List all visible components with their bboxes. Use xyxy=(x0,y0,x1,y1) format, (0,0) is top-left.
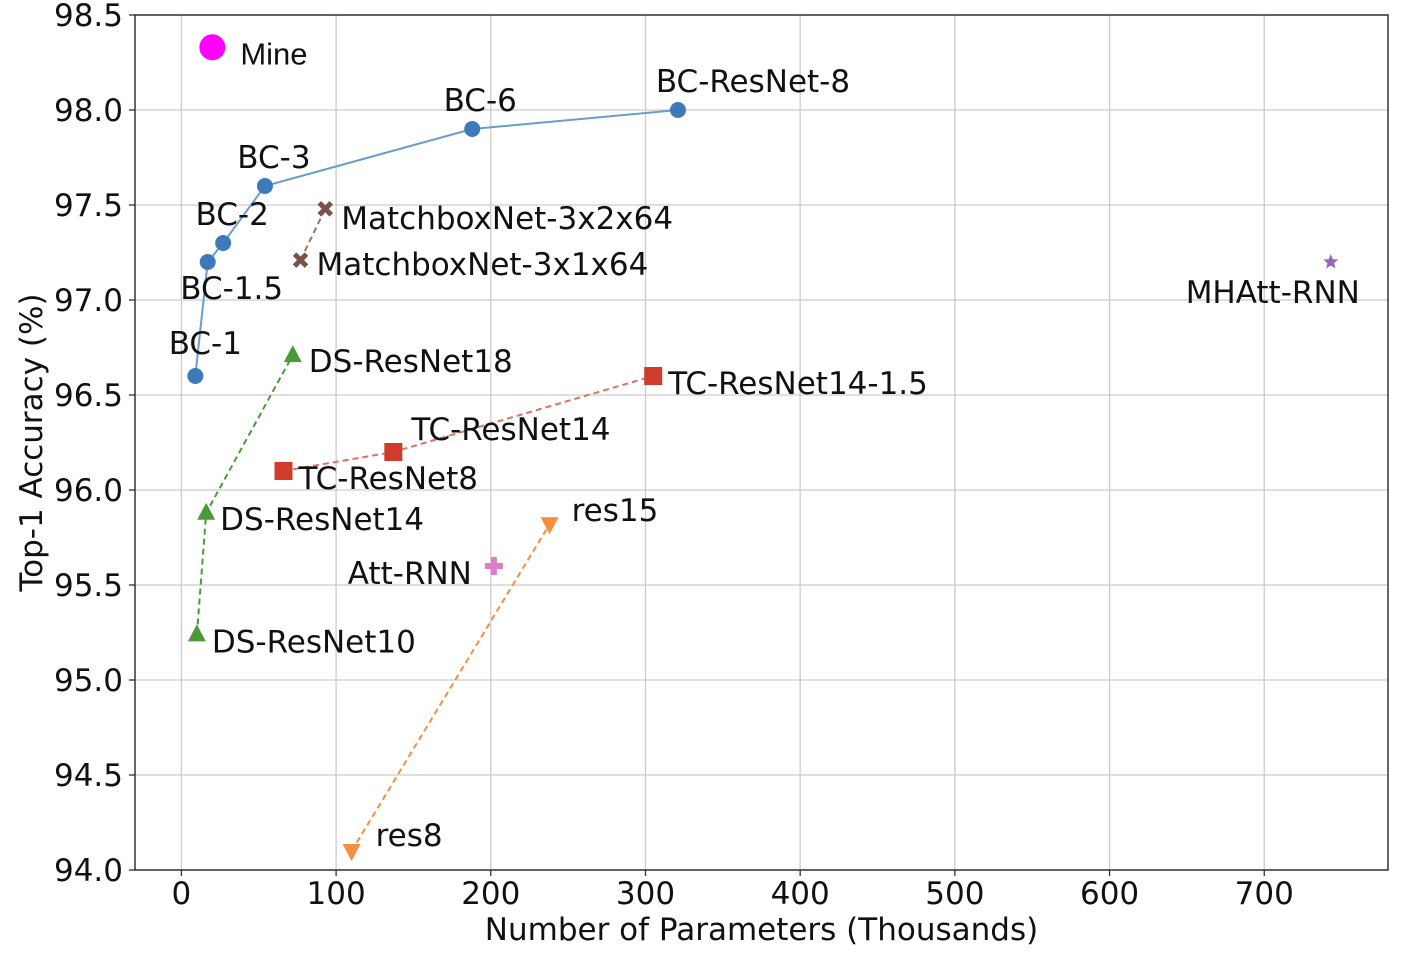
marker-mhatt-rnn xyxy=(1323,254,1339,269)
x-tick-label: 500 xyxy=(925,876,984,912)
point-label-ds-resnet14: DS-ResNet14 xyxy=(220,502,424,538)
point-label-matchboxnet-3x2x64: MatchboxNet-3x2x64 xyxy=(341,201,673,237)
point-labels-layer: BC-1 BC-1.5 BC-2 BC-3 BC-6 BC-ResNet-8 Matchbo… xyxy=(169,36,1360,854)
grid-layer xyxy=(135,14,1388,871)
y-tick-label: 95.5 xyxy=(54,568,123,604)
marker-ds-resnet14 xyxy=(197,502,216,520)
markers-layer xyxy=(187,34,1339,861)
point-label-bc-2: BC-2 xyxy=(196,197,269,233)
series-line-ds xyxy=(195,354,294,635)
x-axis-title: Number of Parameters (Thousands) xyxy=(485,912,1038,948)
y-tick-label: 98.5 xyxy=(54,0,123,34)
marker-res8 xyxy=(342,844,361,861)
marker-bc-3 xyxy=(256,178,273,194)
point-label-bc-6: BC-6 xyxy=(444,83,517,119)
point-label-tc-resnet14: TC-ResNet14 xyxy=(410,412,610,448)
plot-frame xyxy=(134,14,1389,871)
x-tick-label: 700 xyxy=(1235,876,1294,912)
x-tick-label: 200 xyxy=(461,876,520,912)
marker-res15 xyxy=(540,517,559,535)
y-tick-label: 97.0 xyxy=(54,283,123,319)
point-label-bc-3: BC-3 xyxy=(237,140,310,176)
point-label-matchboxnet-3x1x64: MatchboxNet-3x1x64 xyxy=(317,247,649,283)
y-tick-label: 98.0 xyxy=(54,93,123,129)
marker-mine xyxy=(199,34,226,61)
y-tick-label: 95.0 xyxy=(54,663,123,699)
x-tick-label: 400 xyxy=(771,876,830,912)
y-tick-label: 96.0 xyxy=(54,473,123,509)
point-label-res8: res8 xyxy=(376,818,443,854)
y-tick-labels: 94.0 94.5 95.0 95.5 96.0 96.5 97.0 97.5 98.0 98.5 xyxy=(54,0,135,889)
y-axis-title: Top-1 Accuracy (%) xyxy=(14,293,50,592)
y-tick-label: 94.5 xyxy=(54,758,123,794)
point-label-bc-1: BC-1 xyxy=(169,326,242,362)
marker-bc-1-5 xyxy=(199,254,216,270)
x-tick-labels: 0 100 200 300 400 500 600 700 xyxy=(172,870,1294,912)
marker-tc-resnet14 xyxy=(384,443,403,461)
x-tick-label: 100 xyxy=(307,876,366,912)
series-line-res xyxy=(350,523,551,852)
point-label-mine: Mine xyxy=(240,36,307,71)
point-label-ds-resnet10: DS-ResNet10 xyxy=(212,624,416,660)
point-label-bc-1-5: BC-1.5 xyxy=(180,271,283,307)
point-label-bc-resnet-8: BC-ResNet-8 xyxy=(656,64,850,100)
series-line-bc xyxy=(194,109,679,377)
marker-bc-2 xyxy=(215,235,232,251)
marker-bc-6 xyxy=(464,121,481,137)
y-tick-label: 97.5 xyxy=(54,188,123,224)
marker-bc-1 xyxy=(187,368,204,384)
point-label-mhatt-rnn: MHAtt-RNN xyxy=(1186,275,1360,311)
point-label-ds-resnet18: DS-ResNet18 xyxy=(309,344,513,380)
marker-ds-resnet18 xyxy=(283,345,302,363)
point-label-tc-resnet8: TC-ResNet8 xyxy=(298,461,478,497)
marker-tc-resnet14-1-5 xyxy=(644,367,663,385)
marker-matchboxnet-3x2x64 xyxy=(317,201,334,217)
x-tick-label: 0 xyxy=(172,876,192,912)
x-tick-label: 600 xyxy=(1080,876,1139,912)
marker-att-rnn xyxy=(484,557,503,575)
marker-ds-resnet10 xyxy=(187,624,206,642)
x-tick-label: 300 xyxy=(616,876,675,912)
marker-tc-resnet8 xyxy=(274,462,293,480)
y-tick-label: 96.5 xyxy=(54,378,123,414)
marker-bc-resnet-8 xyxy=(669,102,686,118)
point-label-tc-resnet14-1-5: TC-ResNet14-1.5 xyxy=(667,366,928,402)
y-tick-label: 94.0 xyxy=(54,853,123,889)
marker-matchboxnet-3x1x64 xyxy=(292,252,309,268)
point-label-att-rnn: Att-RNN xyxy=(348,556,472,592)
point-label-res15: res15 xyxy=(572,493,659,529)
